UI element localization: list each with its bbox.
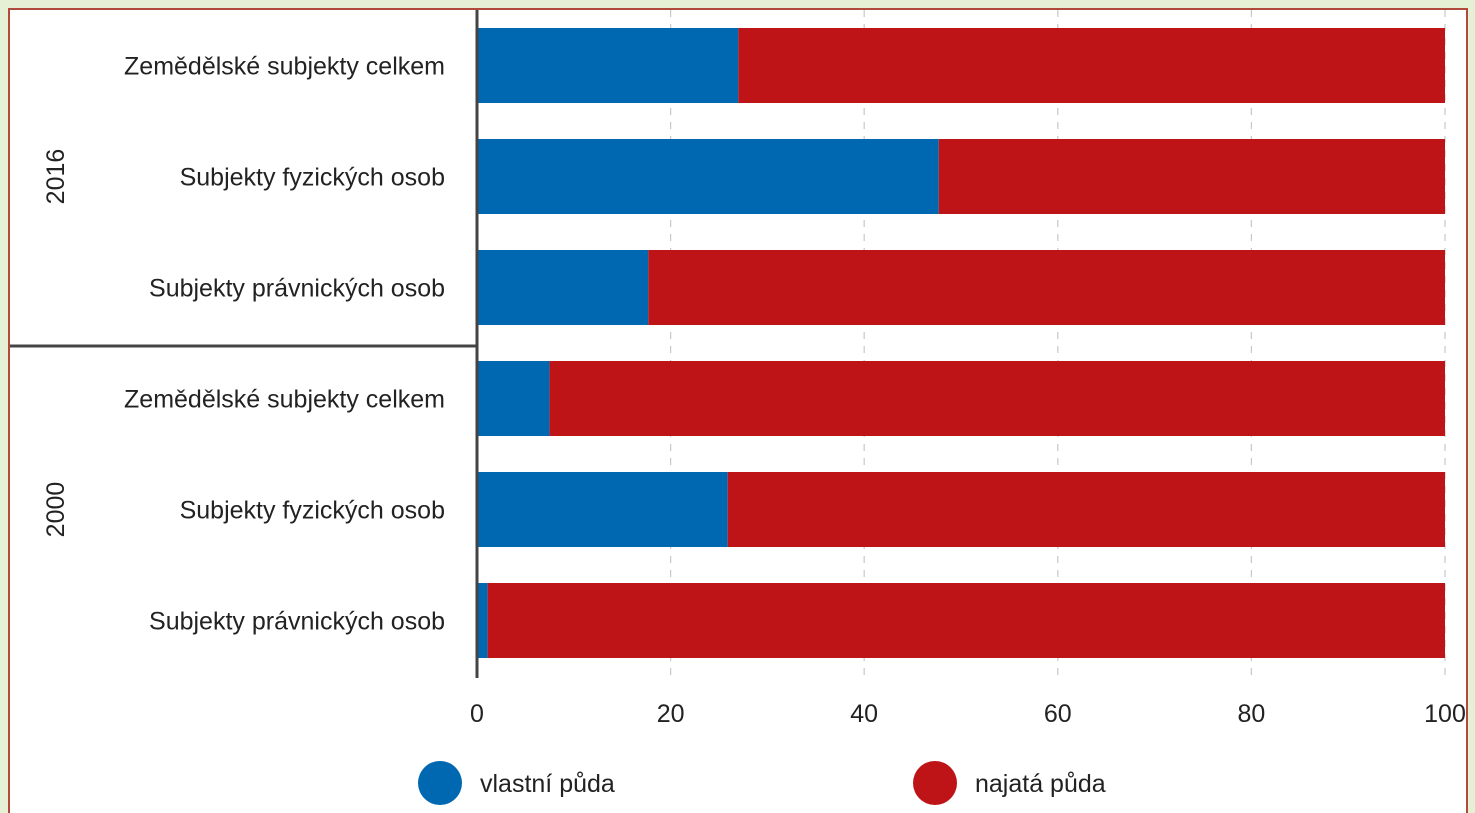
bar-own — [477, 28, 739, 103]
category-label: Zemědělské subjekty celkem — [124, 386, 445, 414]
bar-rented — [938, 139, 1445, 214]
x-tick-label: 40 — [850, 700, 878, 728]
legend-label: vlastní půda — [480, 770, 615, 798]
legend-swatch — [418, 761, 462, 805]
group-label: 2000 — [42, 482, 70, 538]
x-tick-label: 80 — [1237, 700, 1265, 728]
category-label: Subjekty fyzických osob — [180, 164, 445, 192]
category-label: Subjekty právnických osob — [149, 275, 445, 303]
bars-layer — [477, 28, 1445, 658]
legend-swatch — [913, 761, 957, 805]
axes — [10, 10, 479, 678]
category-label: Zemědělské subjekty celkem — [124, 53, 445, 81]
bar-rented — [487, 583, 1445, 658]
bar-rented — [738, 28, 1445, 103]
x-tick-label: 100 — [1424, 700, 1466, 728]
bar-own — [477, 139, 939, 214]
legend-label: najatá půda — [975, 770, 1106, 798]
category-labels: Zemědělské subjekty celkem Subjekty fyzic… — [42, 53, 445, 636]
legend: vlastní půda najatá půda — [418, 761, 1106, 805]
bar-own — [477, 361, 550, 436]
gridlines — [669, 10, 1446, 678]
bar-rented — [549, 361, 1445, 436]
bar-rented — [648, 250, 1445, 325]
bar-own — [477, 250, 649, 325]
group-label: 2016 — [42, 149, 70, 205]
category-label: Subjekty právnických osob — [149, 608, 445, 636]
category-label: Subjekty fyzických osob — [180, 497, 445, 525]
x-tick-labels: 0 20 40 60 80 100 — [470, 700, 1466, 728]
bar-own — [477, 583, 488, 658]
bar-own — [477, 472, 728, 547]
bar-rented — [727, 472, 1445, 547]
x-tick-label: 20 — [657, 700, 685, 728]
x-tick-label: 0 — [470, 700, 484, 728]
x-tick-label: 60 — [1044, 700, 1072, 728]
